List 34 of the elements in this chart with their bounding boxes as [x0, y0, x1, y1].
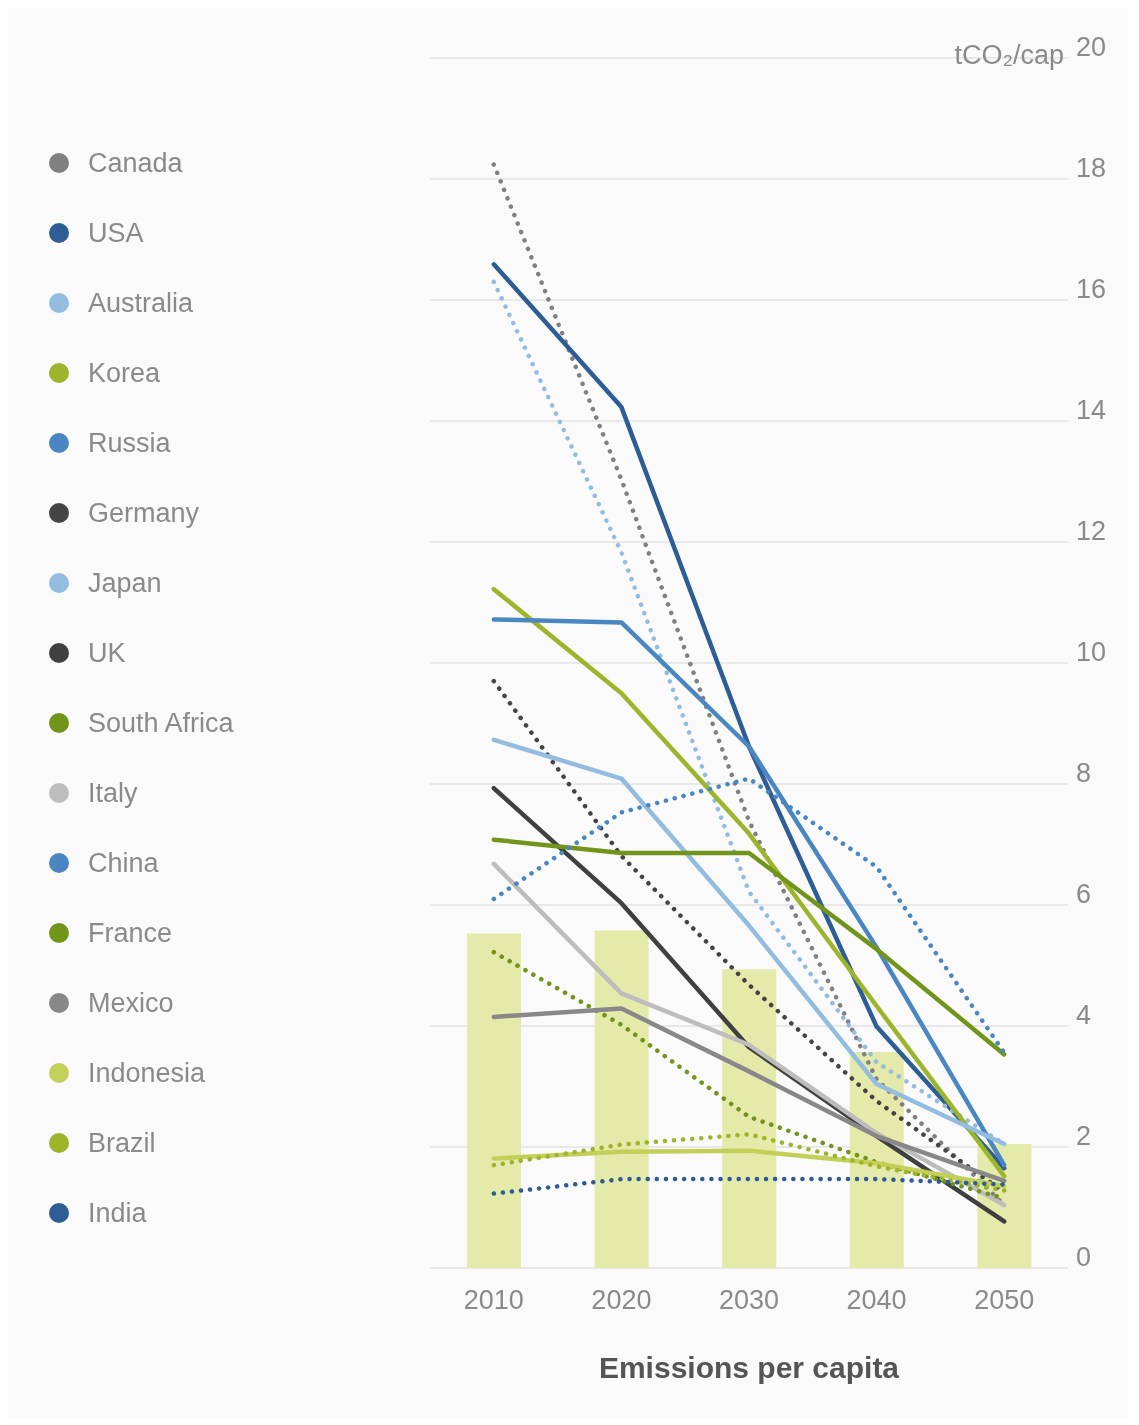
legend-label: Italy — [88, 777, 138, 809]
x-tick-label: 2030 — [718, 1285, 780, 1316]
y-tick-label: 18 — [1076, 152, 1107, 183]
legend-label: Mexico — [88, 987, 174, 1019]
legend-label: UK — [88, 637, 126, 669]
x-axis-title: Emissions per capita — [598, 1351, 900, 1384]
legend-label: Indonesia — [88, 1057, 206, 1089]
x-tick-label: 2050 — [974, 1285, 1035, 1316]
x-tick-label: 2020 — [591, 1285, 652, 1316]
legend-label: France — [88, 917, 173, 949]
y-tick-label: 4 — [1076, 999, 1092, 1030]
y-tick-label: 8 — [1076, 757, 1092, 788]
legend-label: Korea — [88, 357, 161, 389]
y-tick-label: 0 — [1076, 1241, 1092, 1272]
legend-label: China — [88, 847, 159, 879]
legend-label: Japan — [88, 567, 162, 599]
x-tick-label: 2040 — [846, 1285, 907, 1316]
legend-label: Russia — [88, 427, 171, 459]
y-tick-label: 14 — [1076, 394, 1107, 425]
legend-label: Brazil — [88, 1127, 156, 1159]
legend-label: India — [88, 1197, 147, 1229]
y-tick-label: 6 — [1076, 878, 1092, 909]
y-tick-label: 20 — [1076, 31, 1107, 62]
x-tick-label: 2010 — [463, 1285, 524, 1316]
legend-label: USA — [88, 217, 144, 249]
legend-label: Germany — [88, 497, 200, 529]
y-tick-label: 16 — [1076, 273, 1107, 304]
legend-label: South Africa — [88, 707, 234, 739]
y-tick-label: 10 — [1076, 636, 1107, 667]
legend-label: Canada — [88, 147, 183, 179]
y-tick-label: 2 — [1076, 1120, 1092, 1151]
y-axis-title: tCO₂/cap — [954, 40, 1064, 70]
legend-label: Australia — [88, 287, 194, 319]
y-tick-label: 12 — [1076, 515, 1107, 546]
